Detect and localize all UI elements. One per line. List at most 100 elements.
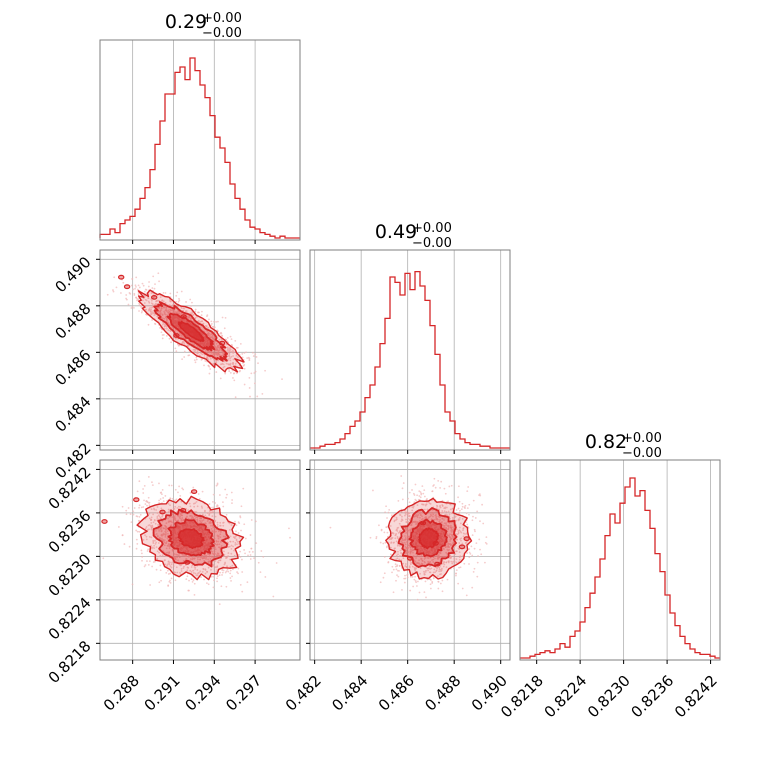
sample-point xyxy=(408,515,411,517)
sample-point xyxy=(180,514,183,517)
sample-point xyxy=(208,318,210,321)
sample-point xyxy=(461,505,464,508)
sample-point xyxy=(449,555,452,558)
sample-point xyxy=(170,326,173,328)
sample-point xyxy=(148,308,151,311)
sample-point xyxy=(250,519,253,521)
sample-point xyxy=(464,533,466,535)
sample-point xyxy=(413,578,416,581)
sample-point xyxy=(212,535,215,538)
sample-point xyxy=(163,544,166,547)
sample-point xyxy=(186,566,189,569)
sample-point xyxy=(180,334,183,337)
sample-point xyxy=(465,541,468,544)
x-tick-label: 0.297 xyxy=(222,672,265,715)
sample-point xyxy=(156,299,159,302)
histogram-bar xyxy=(430,326,435,448)
sample-point xyxy=(179,517,182,520)
sample-point xyxy=(168,543,171,546)
sample-point xyxy=(174,499,176,502)
sample-point xyxy=(479,548,481,551)
sample-point xyxy=(164,495,167,497)
sample-point xyxy=(398,522,401,525)
sample-point xyxy=(401,498,404,501)
sample-point xyxy=(148,504,151,506)
sample-point xyxy=(417,498,420,501)
sample-point xyxy=(179,494,182,497)
sample-point xyxy=(461,587,464,590)
sample-point xyxy=(419,514,422,516)
sample-point xyxy=(454,516,456,518)
axes-frame xyxy=(309,459,511,661)
sample-point xyxy=(225,555,227,558)
sample-point xyxy=(130,521,133,523)
sample-point xyxy=(404,538,406,541)
sample-point xyxy=(397,553,399,556)
sample-point xyxy=(145,299,148,302)
histogram-bar xyxy=(240,209,245,238)
sample-point xyxy=(214,548,217,551)
sample-point xyxy=(459,516,461,519)
sample-point xyxy=(193,582,196,585)
sample-point xyxy=(459,538,462,540)
sample-point xyxy=(127,303,130,306)
sample-point xyxy=(449,540,451,542)
sample-point xyxy=(193,321,196,323)
sample-point xyxy=(167,329,170,332)
sample-point xyxy=(237,532,240,534)
histogram-bar xyxy=(685,644,690,658)
sample-point xyxy=(241,558,243,561)
histogram-bar xyxy=(345,434,350,448)
x-tick-label: 0.482 xyxy=(282,672,325,715)
sample-point xyxy=(175,294,178,297)
histogram-bar xyxy=(255,229,260,238)
sample-point xyxy=(177,491,179,494)
sample-point xyxy=(450,543,453,546)
sample-point xyxy=(223,327,226,330)
sample-point xyxy=(200,352,202,355)
sample-point xyxy=(174,505,177,508)
y-tick-label: 0.488 xyxy=(51,300,94,343)
sample-point xyxy=(202,519,205,521)
sample-point xyxy=(223,550,225,553)
sample-point xyxy=(414,575,416,578)
sample-point xyxy=(245,351,247,354)
sample-point xyxy=(215,539,218,542)
sample-point xyxy=(437,587,440,590)
sample-point xyxy=(395,554,398,557)
sample-point xyxy=(160,507,163,510)
sample-point xyxy=(153,314,156,317)
sample-point xyxy=(167,311,170,314)
sample-point xyxy=(160,526,163,529)
histogram-step xyxy=(99,57,300,239)
sample-point xyxy=(252,351,254,354)
sample-point xyxy=(201,320,203,323)
sample-point xyxy=(415,513,417,516)
sample-point xyxy=(226,355,229,358)
sample-point xyxy=(147,496,150,499)
sample-point xyxy=(229,362,232,365)
sample-point xyxy=(191,564,194,567)
sample-point xyxy=(145,308,148,311)
sample-point xyxy=(450,550,453,553)
sample-point xyxy=(404,574,406,577)
sample-point xyxy=(143,290,146,293)
sample-point xyxy=(411,506,414,508)
sample-point xyxy=(174,347,177,350)
sample-point xyxy=(437,575,439,577)
sample-point xyxy=(243,352,246,354)
title-value: 0.82 xyxy=(585,431,627,453)
sample-point xyxy=(183,350,186,353)
sample-point xyxy=(128,292,131,294)
sample-point xyxy=(151,546,154,549)
sample-point xyxy=(159,327,161,329)
sample-point xyxy=(428,516,430,519)
sample-point xyxy=(207,327,210,329)
density-island xyxy=(406,555,414,561)
sample-point xyxy=(402,562,405,565)
sample-point xyxy=(209,557,212,560)
sample-point xyxy=(160,493,163,496)
sample-point xyxy=(445,522,447,524)
sample-point xyxy=(407,551,410,554)
sample-point xyxy=(185,578,188,581)
